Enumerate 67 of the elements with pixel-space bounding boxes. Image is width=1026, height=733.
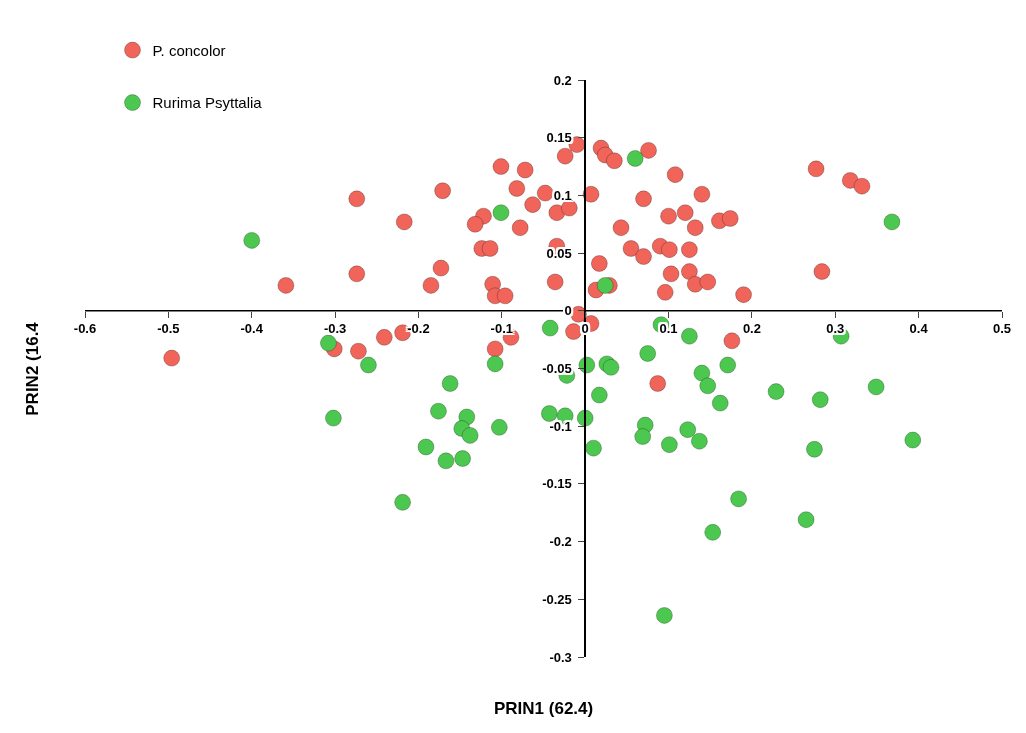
point [461, 426, 479, 444]
point [541, 319, 559, 337]
point [596, 276, 614, 294]
point [811, 391, 829, 409]
x-tick-label: -0.4 [240, 321, 264, 337]
point [730, 490, 748, 508]
y-tick-label: -0.15 [542, 476, 572, 492]
point [417, 438, 435, 456]
y-tick-label: -0.2 [549, 534, 572, 550]
point [492, 204, 510, 222]
point [486, 355, 504, 373]
point [655, 606, 673, 624]
x-tick-label: -0.1 [490, 321, 514, 337]
point [359, 356, 377, 374]
point [660, 436, 678, 454]
x-tick-label: -0.2 [407, 321, 430, 337]
point [319, 334, 337, 352]
y-tick-label: 0.2 [553, 72, 572, 88]
point [904, 431, 922, 449]
point [576, 409, 594, 427]
x-tick-label: -0.6 [73, 321, 97, 337]
point [767, 383, 785, 401]
point [602, 358, 620, 376]
y-tick-label: -0.25 [542, 591, 572, 607]
x-tick-label: -0.3 [323, 321, 347, 337]
y-tick-label: -0.3 [549, 649, 572, 665]
point [490, 418, 508, 436]
point [867, 378, 885, 396]
y-tick-label: -0.1 [549, 418, 572, 434]
x-tick-label: 0.4 [909, 321, 929, 337]
point [699, 377, 717, 395]
y-tick-label: -0.05 [542, 361, 572, 377]
point [690, 432, 708, 450]
point [429, 402, 447, 420]
point [540, 405, 558, 422]
legend-label: P. concolor [152, 41, 226, 59]
point [797, 511, 815, 529]
x-tick-label: 0.3 [826, 321, 845, 337]
point [639, 345, 657, 362]
y-tick-label: 0.05 [546, 245, 572, 261]
y-tick-label: 0.1 [553, 187, 572, 203]
x-tick-label: -0.5 [157, 321, 180, 337]
point [626, 149, 644, 167]
point [680, 327, 698, 345]
x-tick-label: 0.5 [992, 321, 1012, 337]
point [243, 231, 261, 249]
point [704, 523, 722, 541]
point [634, 428, 652, 446]
point [394, 493, 412, 511]
legend-label: Rurima Psyttalia [152, 94, 263, 112]
point [805, 440, 823, 458]
y-tick-label: 0.15 [546, 130, 572, 146]
point [679, 421, 697, 439]
point [324, 409, 342, 427]
y-axis-title: PRIN2 (16.4 [22, 321, 42, 416]
point [437, 452, 455, 470]
point [590, 386, 608, 404]
point [454, 450, 472, 467]
point [441, 375, 459, 392]
point [719, 356, 737, 374]
point [711, 394, 729, 412]
point [693, 364, 711, 382]
x-axis-title: PRIN1 (62.4) [494, 699, 594, 718]
x-tick-label: 0 [581, 321, 589, 337]
x-tick-label: 0.2 [742, 321, 761, 337]
point [883, 213, 901, 231]
point [585, 439, 603, 457]
